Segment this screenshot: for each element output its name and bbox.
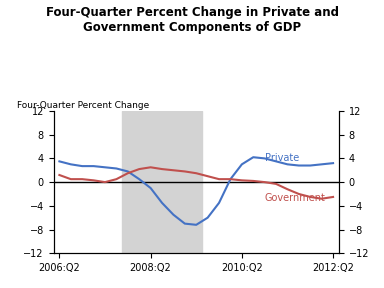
Text: Private: Private [265, 154, 299, 163]
Bar [122, 111, 202, 253]
Text: Four-Quarter Percent Change: Four-Quarter Percent Change [17, 101, 149, 110]
Text: Four-Quarter Percent Change in Private and
Government Components of GDP: Four-Quarter Percent Change in Private a… [45, 6, 339, 34]
Text: Government: Government [265, 193, 326, 203]
